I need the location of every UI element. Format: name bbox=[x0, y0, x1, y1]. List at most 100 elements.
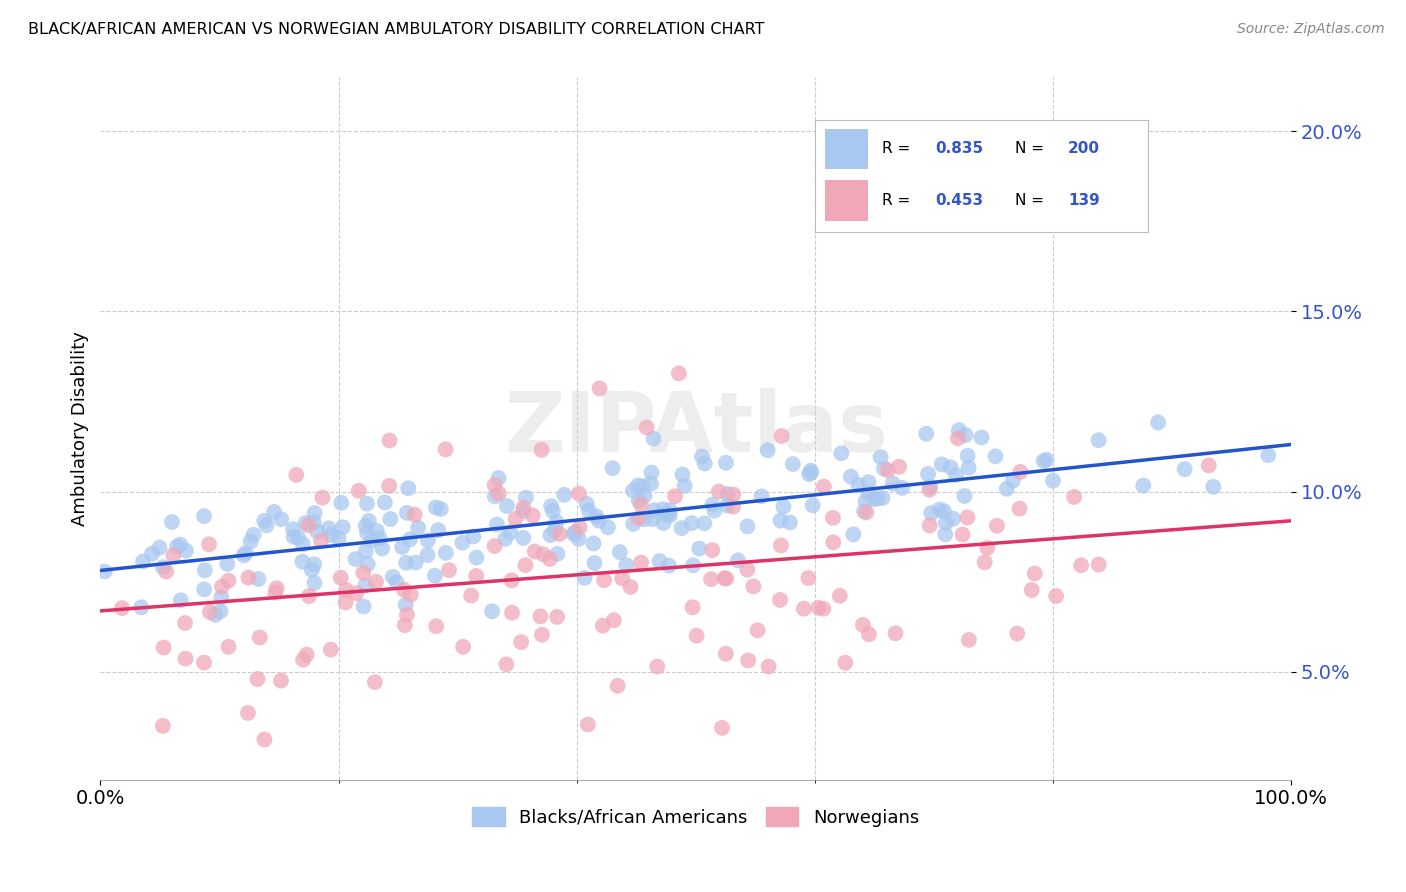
Point bbox=[546, 515, 568, 529]
Point bbox=[852, 617, 875, 632]
Point bbox=[430, 502, 453, 516]
Point bbox=[673, 479, 696, 493]
Point bbox=[583, 556, 606, 570]
Point bbox=[682, 558, 704, 573]
Point bbox=[657, 508, 679, 522]
Point bbox=[530, 628, 553, 642]
Point bbox=[1147, 416, 1170, 430]
Point bbox=[152, 640, 174, 655]
Point bbox=[505, 512, 527, 526]
Point bbox=[585, 509, 607, 524]
Point bbox=[612, 571, 634, 585]
Point bbox=[193, 582, 215, 597]
Point bbox=[298, 589, 321, 603]
Point bbox=[1063, 490, 1085, 504]
Point bbox=[671, 521, 693, 535]
Y-axis label: Ambulatory Disability: Ambulatory Disability bbox=[72, 331, 89, 526]
Point bbox=[769, 514, 792, 528]
Point bbox=[671, 467, 693, 482]
Point bbox=[484, 478, 506, 492]
Point bbox=[209, 604, 232, 618]
Point bbox=[354, 578, 377, 592]
Point bbox=[425, 619, 447, 633]
Point bbox=[1010, 465, 1032, 479]
Point bbox=[335, 595, 357, 609]
Point bbox=[970, 430, 993, 444]
Point bbox=[155, 565, 177, 579]
Point bbox=[700, 572, 723, 586]
Point bbox=[636, 420, 658, 434]
Point bbox=[132, 554, 155, 568]
Point bbox=[335, 582, 357, 597]
Point bbox=[253, 514, 276, 528]
Point bbox=[568, 532, 591, 546]
Point bbox=[716, 487, 738, 501]
Point bbox=[194, 563, 217, 577]
Point bbox=[396, 481, 419, 495]
Point bbox=[332, 520, 354, 534]
Point bbox=[364, 574, 387, 589]
Point bbox=[800, 464, 823, 478]
Point bbox=[249, 631, 271, 645]
Text: ZIPAtlas: ZIPAtlas bbox=[503, 388, 887, 469]
Point bbox=[217, 557, 239, 571]
Point bbox=[330, 496, 353, 510]
Point bbox=[434, 442, 457, 457]
Point bbox=[575, 497, 598, 511]
Point bbox=[934, 527, 956, 541]
Point bbox=[702, 498, 724, 512]
Point bbox=[354, 519, 377, 533]
Point bbox=[141, 547, 163, 561]
Point bbox=[948, 423, 970, 437]
Point bbox=[543, 524, 565, 538]
Point bbox=[848, 478, 870, 492]
Point bbox=[253, 732, 276, 747]
Point bbox=[174, 651, 197, 665]
Point bbox=[329, 571, 352, 585]
Point bbox=[1132, 478, 1154, 492]
Point bbox=[742, 579, 765, 593]
Point bbox=[347, 483, 370, 498]
Point bbox=[935, 516, 957, 530]
Point bbox=[170, 593, 193, 607]
Point bbox=[311, 491, 333, 505]
Point bbox=[295, 648, 318, 662]
Point bbox=[931, 458, 953, 472]
Point bbox=[437, 563, 460, 577]
Point bbox=[495, 657, 517, 672]
Point bbox=[693, 457, 716, 471]
Point bbox=[957, 460, 980, 475]
Point bbox=[129, 600, 152, 615]
Point bbox=[578, 504, 600, 518]
Point bbox=[593, 573, 616, 587]
Point bbox=[737, 653, 759, 667]
Point bbox=[828, 589, 851, 603]
Point bbox=[627, 478, 650, 492]
Point bbox=[863, 491, 886, 506]
Point bbox=[232, 549, 254, 563]
Point bbox=[304, 506, 326, 520]
Text: BLACK/AFRICAN AMERICAN VS NORWEGIAN AMBULATORY DISABILITY CORRELATION CHART: BLACK/AFRICAN AMERICAN VS NORWEGIAN AMBU… bbox=[28, 22, 765, 37]
Point bbox=[399, 533, 422, 547]
Point bbox=[769, 538, 792, 552]
Point bbox=[378, 479, 401, 493]
Point bbox=[564, 525, 586, 540]
Point bbox=[727, 553, 749, 567]
Point bbox=[499, 525, 522, 540]
Point bbox=[93, 565, 115, 579]
Point bbox=[986, 518, 1008, 533]
Point bbox=[204, 607, 226, 622]
Point bbox=[1174, 462, 1197, 476]
Point bbox=[451, 640, 474, 654]
Point bbox=[510, 635, 533, 649]
Point bbox=[285, 467, 308, 482]
Point bbox=[758, 659, 780, 673]
Point bbox=[823, 535, 845, 549]
Point bbox=[434, 546, 457, 560]
Point bbox=[263, 505, 285, 519]
Point bbox=[405, 556, 427, 570]
Point bbox=[630, 498, 652, 512]
Point bbox=[291, 555, 314, 569]
Point bbox=[1198, 458, 1220, 473]
Point bbox=[609, 545, 631, 559]
